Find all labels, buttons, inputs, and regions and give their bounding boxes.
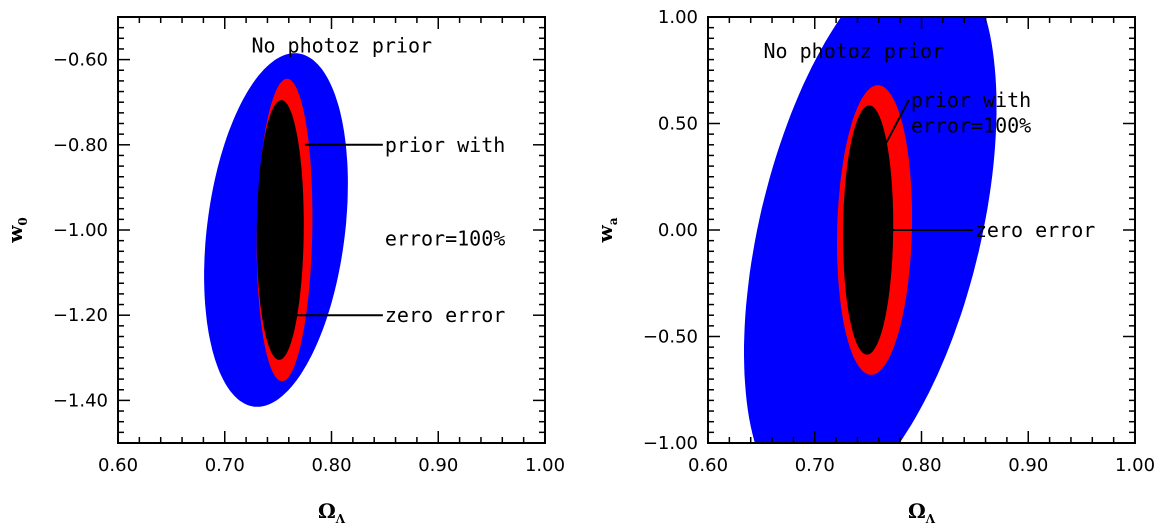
- annotation-text: error=100%: [911, 114, 1031, 138]
- y-tick-label: −1.00: [53, 220, 108, 241]
- x-tick-label: 0.60: [98, 455, 138, 476]
- annotation-text: zero error: [975, 218, 1095, 242]
- annotation-text: prior with: [911, 88, 1031, 112]
- annotation: No photoz prior: [764, 39, 945, 63]
- x-tick-label: 0.80: [311, 455, 351, 476]
- x-tick-label: 0.70: [795, 455, 835, 476]
- x-axis-label-sub: Λ: [335, 512, 346, 525]
- ticks: [707, 16, 1136, 444]
- x-tick-label: 0.60: [688, 455, 728, 476]
- y-tick-label: −1.20: [53, 305, 108, 326]
- x-tick-label: 0.70: [205, 455, 245, 476]
- annotation: No photoz prior: [251, 34, 432, 58]
- annotation-text: No photoz prior: [764, 39, 945, 63]
- annotation-pointer: [884, 99, 910, 146]
- ticks: [117, 16, 546, 444]
- y-tick-label: −1.40: [53, 390, 108, 411]
- annotation: zero error: [889, 218, 1095, 242]
- annotation: prior with error=100%: [304, 133, 505, 251]
- x-tick-label: 0.90: [1008, 455, 1048, 476]
- y-tick-label: 0.50: [658, 114, 698, 135]
- x-axis-label-sub: Λ: [925, 512, 936, 525]
- x-tick-label: 1.00: [525, 455, 565, 476]
- annotation-text: prior with: [385, 133, 505, 157]
- x-tick-label: 0.80: [901, 455, 941, 476]
- left-panel: 0.60 0.70 0.80 0.90 1.00 −0.60 −0.80 −1.00 −1.20…: [3, 16, 565, 525]
- annotation-text: zero error: [385, 303, 505, 327]
- annotation-text: No photoz prior: [251, 34, 432, 58]
- y-tick-label: −0.80: [53, 135, 108, 156]
- annotation: zero error: [294, 303, 505, 327]
- y-axis-label: w0: [3, 217, 30, 244]
- x-axis-label: ΩΛ: [908, 499, 936, 525]
- x-tick-label: 0.90: [418, 455, 458, 476]
- y-axis-label-sub: 0: [16, 217, 30, 225]
- region-zero-error: [256, 100, 304, 360]
- y-tick-label: −0.60: [53, 50, 108, 71]
- y-tick-label: 1.00: [658, 7, 698, 28]
- y-axis-label: wa: [593, 217, 620, 243]
- y-axis-label-sub: a: [606, 217, 620, 225]
- y-tick-label: −0.50: [643, 327, 698, 348]
- x-tick-label: 1.00: [1115, 455, 1155, 476]
- contour-regions: [204, 53, 348, 407]
- y-tick-label: 0.00: [658, 220, 698, 241]
- right-panel: 0.60 0.70 0.80 0.90 1.00 1.00 0.50 0.00 −0.50 −1.…: [593, 7, 1155, 525]
- x-axis-label: ΩΛ: [318, 499, 346, 525]
- region-zero-error: [843, 105, 894, 355]
- contour-regions: [744, 17, 997, 443]
- y-tick-label: −1.00: [643, 433, 698, 454]
- annotation-text: error=100%: [385, 227, 505, 251]
